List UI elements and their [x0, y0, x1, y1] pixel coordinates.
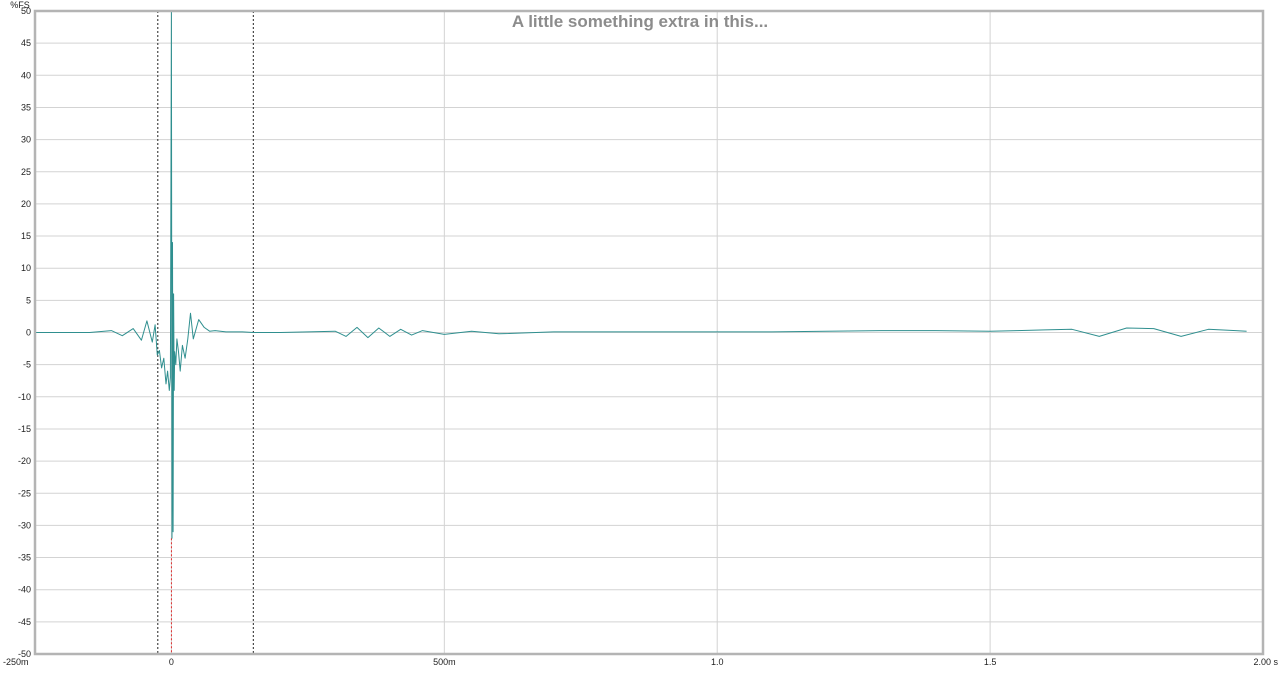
plot-frame [33, 9, 1265, 656]
x-tick-label: 2.00 s [1253, 657, 1278, 667]
series-line [35, 10, 1247, 539]
y-tick-label: 10 [21, 263, 31, 273]
y-tick-label: -20 [18, 456, 31, 466]
y-tick-label: 25 [21, 167, 31, 177]
y-tick-label: -5 [23, 360, 31, 370]
y-tick-label: -25 [18, 488, 31, 498]
y-tick-label: 30 [21, 135, 31, 145]
y-tick-label: -40 [18, 585, 31, 595]
y-tick-label: -15 [18, 424, 31, 434]
x-tick-label: 1.0 [711, 657, 724, 667]
x-tick-label: 0 [169, 657, 174, 667]
y-tick-label: 45 [21, 38, 31, 48]
x-tick-label: -250m [3, 657, 29, 667]
y-tick-label: 20 [21, 199, 31, 209]
y-tick-label: 5 [26, 295, 31, 305]
chart-title: A little something extra in this... [512, 12, 768, 31]
series-layer [35, 10, 1247, 539]
y-tick-label: -35 [18, 553, 31, 563]
y-tick-label: 15 [21, 231, 31, 241]
x-tick-label: 500m [433, 657, 456, 667]
y-tick-label: -30 [18, 520, 31, 530]
y-tick-label: 50 [21, 6, 31, 16]
x-tick-label: 1.5 [984, 657, 997, 667]
grid-layer [34, 10, 1264, 655]
y-tick-label: 40 [21, 70, 31, 80]
y-tick-label: -45 [18, 617, 31, 627]
y-tick-label: -50 [18, 649, 31, 659]
axis-labels: 50454035302520151050-5-10-15-20-25-30-35… [3, 6, 1278, 667]
y-axis-unit-label: %FS [10, 0, 30, 10]
y-tick-label: 0 [26, 328, 31, 338]
y-tick-label: -10 [18, 392, 31, 402]
y-tick-label: 35 [21, 102, 31, 112]
